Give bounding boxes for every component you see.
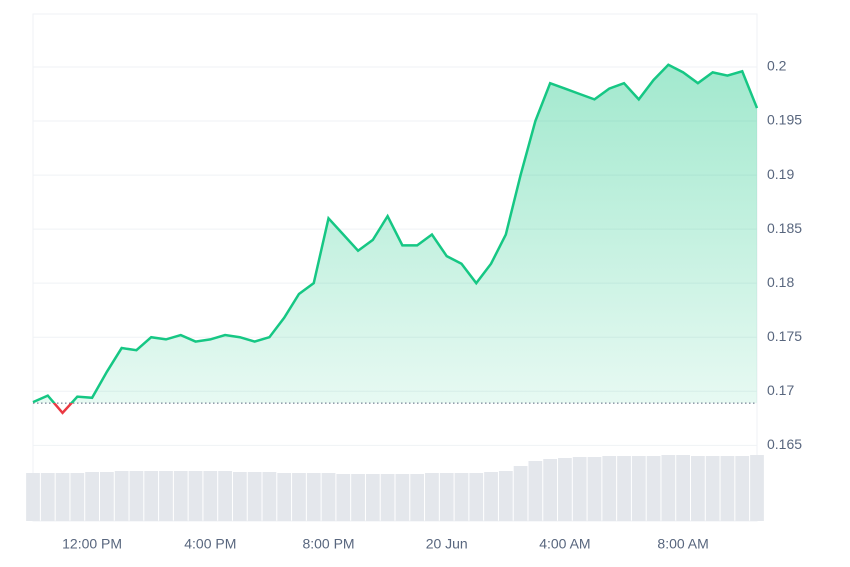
- volume-bar: [55, 473, 70, 521]
- volume-bar: [498, 471, 513, 521]
- x-tick-label: 8:00 AM: [657, 536, 708, 552]
- y-tick-label: 0.2: [767, 58, 787, 74]
- y-tick-label: 0.17: [767, 382, 794, 398]
- volume-bar: [720, 456, 735, 521]
- volume-bar: [705, 456, 720, 521]
- price-area: [33, 64, 757, 404]
- volume-bar: [85, 472, 99, 521]
- volume-bar: [40, 473, 55, 521]
- volume-bar: [247, 472, 262, 521]
- volume-bar: [173, 471, 188, 521]
- volume-bar: [70, 473, 85, 521]
- volume-bar: [292, 473, 306, 521]
- price-line: [32, 63, 759, 404]
- volume-bar: [646, 456, 661, 521]
- volume-bar: [99, 472, 114, 521]
- x-tick-label: 4:00 PM: [184, 536, 236, 552]
- y-tick-label: 0.165: [767, 436, 802, 452]
- volume-bar: [26, 473, 40, 521]
- y-tick-label: 0.185: [767, 220, 802, 236]
- x-tick-label: 20 Jun: [426, 536, 468, 552]
- volume-bar: [365, 474, 380, 521]
- volume-bar: [114, 471, 129, 521]
- volume-bar: [144, 471, 159, 521]
- volume-bar: [321, 473, 336, 521]
- y-tick-label: 0.18: [767, 274, 794, 290]
- volume-bar: [232, 472, 247, 521]
- volume-bar: [277, 473, 292, 521]
- volume-bar: [351, 474, 365, 521]
- x-tick-label: 8:00 PM: [302, 536, 354, 552]
- volume-bar: [218, 471, 232, 521]
- volume-bar: [129, 471, 144, 521]
- volume-bar: [380, 474, 395, 521]
- volume-bar: [558, 458, 572, 521]
- x-tick-label: 12:00 PM: [62, 536, 122, 552]
- x-tick-label: 4:00 AM: [539, 536, 590, 552]
- y-tick-label: 0.19: [767, 166, 794, 182]
- volume-bar: [484, 472, 498, 521]
- volume-bar: [661, 455, 676, 521]
- volume-bar: [454, 473, 469, 521]
- volume-bar: [469, 473, 484, 521]
- volume-bar: [572, 457, 587, 521]
- volume-bar: [188, 471, 203, 521]
- volume-bar: [587, 457, 602, 521]
- volume-bar: [306, 473, 321, 521]
- volume-bar: [336, 474, 351, 521]
- volume-bar: [395, 474, 410, 521]
- volume-bar: [528, 461, 543, 521]
- volume-bar: [750, 455, 764, 521]
- volume-bar: [439, 473, 454, 521]
- volume-bar: [159, 471, 173, 521]
- volume-bar: [617, 456, 631, 521]
- volume-bar: [410, 474, 425, 521]
- volume-bar: [691, 456, 705, 521]
- volume-bar: [676, 455, 691, 521]
- y-tick-label: 0.195: [767, 112, 802, 128]
- volume-bar: [631, 456, 646, 521]
- volume-bar: [425, 473, 439, 521]
- volume-bar: [262, 472, 277, 521]
- volume-bar: [513, 466, 528, 521]
- volume-bar: [602, 456, 617, 521]
- volume-bar: [203, 471, 218, 521]
- y-tick-label: 0.175: [767, 328, 802, 344]
- volume-bar: [543, 459, 558, 521]
- volume-bar: [735, 456, 750, 521]
